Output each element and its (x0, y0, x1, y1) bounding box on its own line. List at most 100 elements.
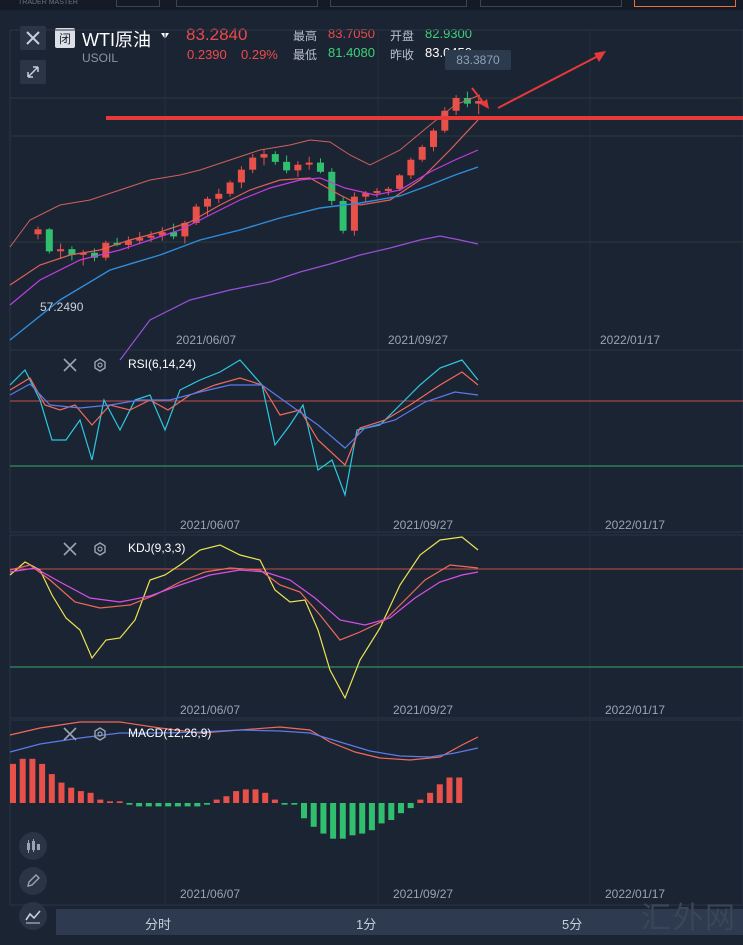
candle-body (384, 188, 392, 191)
strip-cell[interactable] (330, 0, 467, 7)
candle-body (350, 196, 358, 231)
macd-bar (262, 792, 269, 803)
candle-body (317, 162, 324, 172)
candle-body (102, 242, 110, 258)
draw-tool-button[interactable] (19, 867, 47, 895)
trend-line-icon (25, 910, 41, 924)
candle-body (339, 200, 347, 231)
macd-bar (301, 803, 307, 819)
macd-bar (77, 791, 84, 803)
candle-body (463, 98, 471, 104)
macd-bar (456, 777, 463, 803)
tab-5min[interactable]: 5分 (562, 917, 583, 932)
bollinger-lower (119, 235, 479, 361)
watchlist-strip: TRADER MASTER (0, 0, 743, 10)
kdj-date-3: 2022/01/17 (605, 703, 666, 717)
kdj-j (9, 536, 479, 700)
macd-bar (184, 803, 191, 807)
macd-bar (233, 791, 240, 803)
close-icon[interactable] (63, 727, 77, 741)
price-date-1: 2021/06/07 (176, 333, 237, 347)
ma-mid (9, 149, 479, 306)
macd-bar (116, 801, 123, 803)
strip-cell[interactable] (480, 0, 622, 7)
candle-body (475, 100, 483, 104)
macd-bar (252, 789, 259, 803)
ma-long (9, 166, 479, 341)
macd-bar (330, 803, 337, 839)
macd-label: MACD(12,26,9) (128, 726, 212, 740)
close-icon (26, 31, 40, 45)
macd-bar (107, 801, 113, 803)
macd-bar (427, 792, 434, 803)
close-icon[interactable] (63, 358, 77, 372)
low-label: 最低 (293, 48, 318, 62)
collapse-icon (27, 66, 39, 78)
macd-bar (174, 803, 181, 807)
macd-bar (29, 758, 36, 803)
candle-body (34, 229, 42, 235)
candle-body (237, 169, 245, 183)
kdj-label: KDJ(9,3,3) (128, 541, 186, 555)
indicator-tool-button[interactable] (19, 902, 47, 930)
candle-body (407, 159, 415, 176)
candle-body (91, 252, 98, 258)
settings-icon[interactable] (93, 727, 107, 741)
symbol-name[interactable]: WTI原油 (82, 30, 151, 50)
panel-frame (9, 719, 743, 906)
symbol-code: USOIL (82, 51, 119, 65)
macd-bar (339, 803, 346, 839)
close-icon[interactable] (63, 542, 77, 556)
settings-icon[interactable] (93, 542, 107, 556)
macd-bar (10, 763, 16, 803)
rsi-14 (9, 371, 479, 467)
macd-bar (388, 803, 395, 820)
candle-body (147, 235, 155, 238)
strip-cell-active[interactable] (634, 0, 736, 7)
pencil-icon (27, 874, 40, 887)
candle-body (124, 240, 132, 245)
candle-body (215, 193, 223, 199)
macd-bar (126, 803, 133, 805)
kdj-date-1: 2021/06/07 (180, 703, 241, 717)
tab-timeshare[interactable]: 分时 (145, 917, 172, 932)
macd-bar (398, 803, 404, 814)
low-value: 81.4080 (328, 45, 375, 60)
settings-icon[interactable] (93, 358, 107, 372)
candlestick-icon (27, 839, 40, 853)
last-price-marker: 83.3870 (445, 50, 511, 70)
candle-body (418, 146, 426, 160)
macd-bar (155, 803, 162, 807)
macd-bar (58, 782, 65, 803)
rsi-date-3: 2022/01/17 (605, 518, 666, 532)
high-label: 最高 (293, 29, 318, 43)
macd-date-3: 2022/01/17 (605, 887, 666, 901)
macd-date-1: 2021/06/07 (180, 887, 241, 901)
candle-body (396, 175, 404, 189)
tab-1min[interactable]: 1分 (356, 917, 377, 932)
macd-bar (349, 803, 356, 836)
macd-dif (9, 721, 479, 761)
candle-body (158, 232, 166, 236)
candle-body (181, 222, 189, 237)
macd-bar (436, 784, 443, 803)
rsi-6 (9, 359, 479, 498)
rsi-date-2: 2021/09/27 (393, 518, 454, 532)
strip-cell[interactable] (116, 0, 160, 7)
collapse-button[interactable] (20, 60, 46, 84)
candle-body (362, 193, 370, 197)
macd-bar (165, 803, 172, 807)
strip-cell[interactable] (176, 0, 318, 7)
candlestick-tool-button[interactable] (19, 832, 47, 860)
trend-arrow (497, 54, 601, 109)
candle-body (136, 237, 144, 241)
rsi-date-1: 2021/06/07 (180, 518, 241, 532)
price-change: 0.2390 (187, 47, 227, 62)
arrow-head (480, 99, 489, 109)
macd-bar (242, 789, 249, 803)
kdj-date-2: 2021/09/27 (393, 703, 454, 717)
candle-body (260, 154, 268, 158)
brand-text: TRADER MASTER (18, 0, 78, 6)
macd-bar (48, 774, 55, 803)
